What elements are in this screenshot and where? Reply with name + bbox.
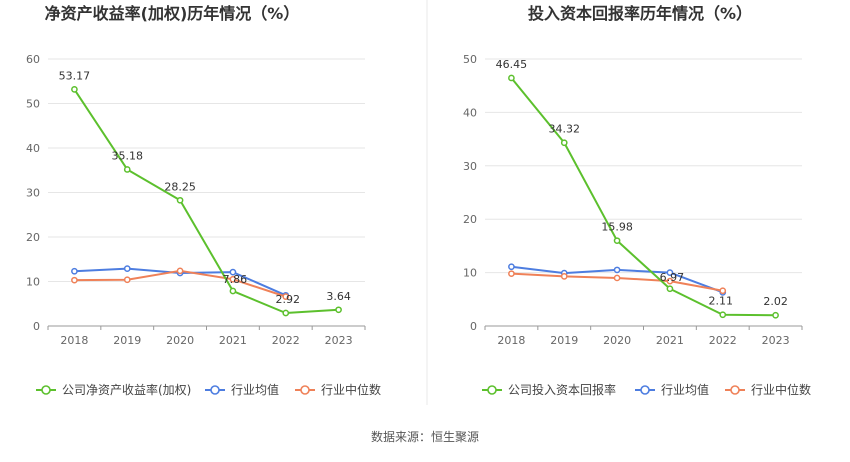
data-point — [229, 268, 237, 276]
data-label: 7.86 — [223, 273, 248, 286]
data-point — [123, 265, 131, 272]
legend-marker — [41, 385, 51, 395]
x-tick-label: 2020 — [603, 334, 631, 347]
y-tick-label: 40 — [26, 142, 40, 155]
data-point — [71, 267, 78, 275]
chart-panel-2: 投入资本回报率历年情况（%） 0 10 20 30 40 50 2018 2019 2020 202… — [463, 4, 811, 397]
data-point — [335, 306, 342, 314]
data-point — [282, 293, 290, 300]
y-tick-label: 30 — [463, 160, 477, 173]
chart-title: 净资产收益率(加权)历年情况（%） — [45, 4, 300, 23]
data-label: 2.92 — [276, 293, 301, 306]
y-tick-label: 0 — [470, 320, 477, 333]
data-point — [508, 270, 515, 278]
x-tick-label: 2019 — [113, 334, 141, 347]
data-label: 35.18 — [112, 149, 144, 162]
data-point — [229, 287, 237, 295]
series-line-1 — [73, 88, 339, 315]
legend-label: 行业中位数 — [751, 382, 811, 397]
y-tick-label: 20 — [463, 213, 477, 226]
data-point — [666, 277, 674, 285]
chart-title: 投入资本回报率历年情况（%） — [528, 4, 752, 23]
data-point — [666, 285, 674, 293]
data-point — [229, 275, 237, 283]
data-point — [176, 267, 184, 275]
data-point — [772, 311, 779, 319]
data-point — [719, 311, 727, 319]
data-point — [508, 74, 515, 82]
x-tick-label: 2022 — [709, 334, 737, 347]
legend-marker — [487, 385, 497, 395]
data-label: 34.32 — [549, 123, 581, 136]
data-point — [282, 309, 290, 317]
data-point — [719, 287, 727, 295]
data-point — [613, 237, 621, 245]
data-label: 28.25 — [164, 180, 196, 193]
data-source-note: 数据来源：恒生聚源 — [370, 430, 479, 444]
legend-marker — [210, 385, 220, 395]
y-tick-label: 10 — [463, 267, 477, 280]
x-tick-label: 2018 — [497, 334, 525, 347]
x-tick-label: 2019 — [550, 334, 578, 347]
y-tick-label: 30 — [26, 187, 40, 200]
x-tick-label: 2021 — [219, 334, 247, 347]
data-label: 53.17 — [59, 69, 91, 82]
data-label: 15.98 — [601, 221, 633, 234]
data-point — [123, 276, 131, 284]
x-tick-label: 2023 — [762, 334, 790, 347]
y-tick-label: 10 — [26, 276, 40, 289]
data-point — [560, 139, 568, 147]
legend-marker — [640, 385, 650, 395]
y-tick-label: 20 — [26, 231, 40, 244]
data-label: 2.11 — [709, 295, 734, 308]
data-point — [71, 86, 78, 93]
legend-label: 行业均值 — [231, 382, 279, 397]
series-line-1 — [510, 77, 776, 317]
legend-marker — [730, 385, 740, 395]
legend-label: 公司净资产收益率(加权) — [62, 382, 191, 397]
x-tick-label: 2023 — [325, 334, 353, 347]
chart-panel-1: 净资产收益率(加权)历年情况（%） 0 10 20 30 40 50 60 2018 2019 20… — [26, 4, 381, 397]
x-tick-label: 2020 — [166, 334, 194, 347]
x-tick-label: 2018 — [60, 334, 88, 347]
legend-marker — [300, 385, 310, 395]
y-tick-label: 60 — [26, 53, 40, 66]
data-point — [123, 166, 131, 173]
x-tick-label: 2022 — [272, 334, 300, 347]
data-label: 46.45 — [496, 58, 528, 71]
data-point — [176, 196, 184, 204]
data-label: 2.02 — [763, 295, 788, 308]
data-point — [613, 266, 621, 274]
y-tick-label: 50 — [463, 53, 477, 66]
data-label: 3.64 — [326, 290, 351, 303]
legend-label: 行业均值 — [661, 382, 709, 397]
y-tick-label: 40 — [463, 106, 477, 119]
data-point — [560, 272, 568, 280]
legend-label: 行业中位数 — [321, 382, 381, 397]
y-tick-label: 50 — [26, 98, 40, 111]
data-point — [71, 276, 78, 284]
data-point — [508, 263, 515, 271]
data-point — [613, 274, 621, 282]
data-point — [666, 269, 674, 276]
x-tick-label: 2021 — [656, 334, 684, 347]
data-label: 6.97 — [660, 271, 685, 284]
y-tick-label: 0 — [33, 320, 40, 333]
legend-label: 公司投入资本回报率 — [508, 382, 616, 397]
